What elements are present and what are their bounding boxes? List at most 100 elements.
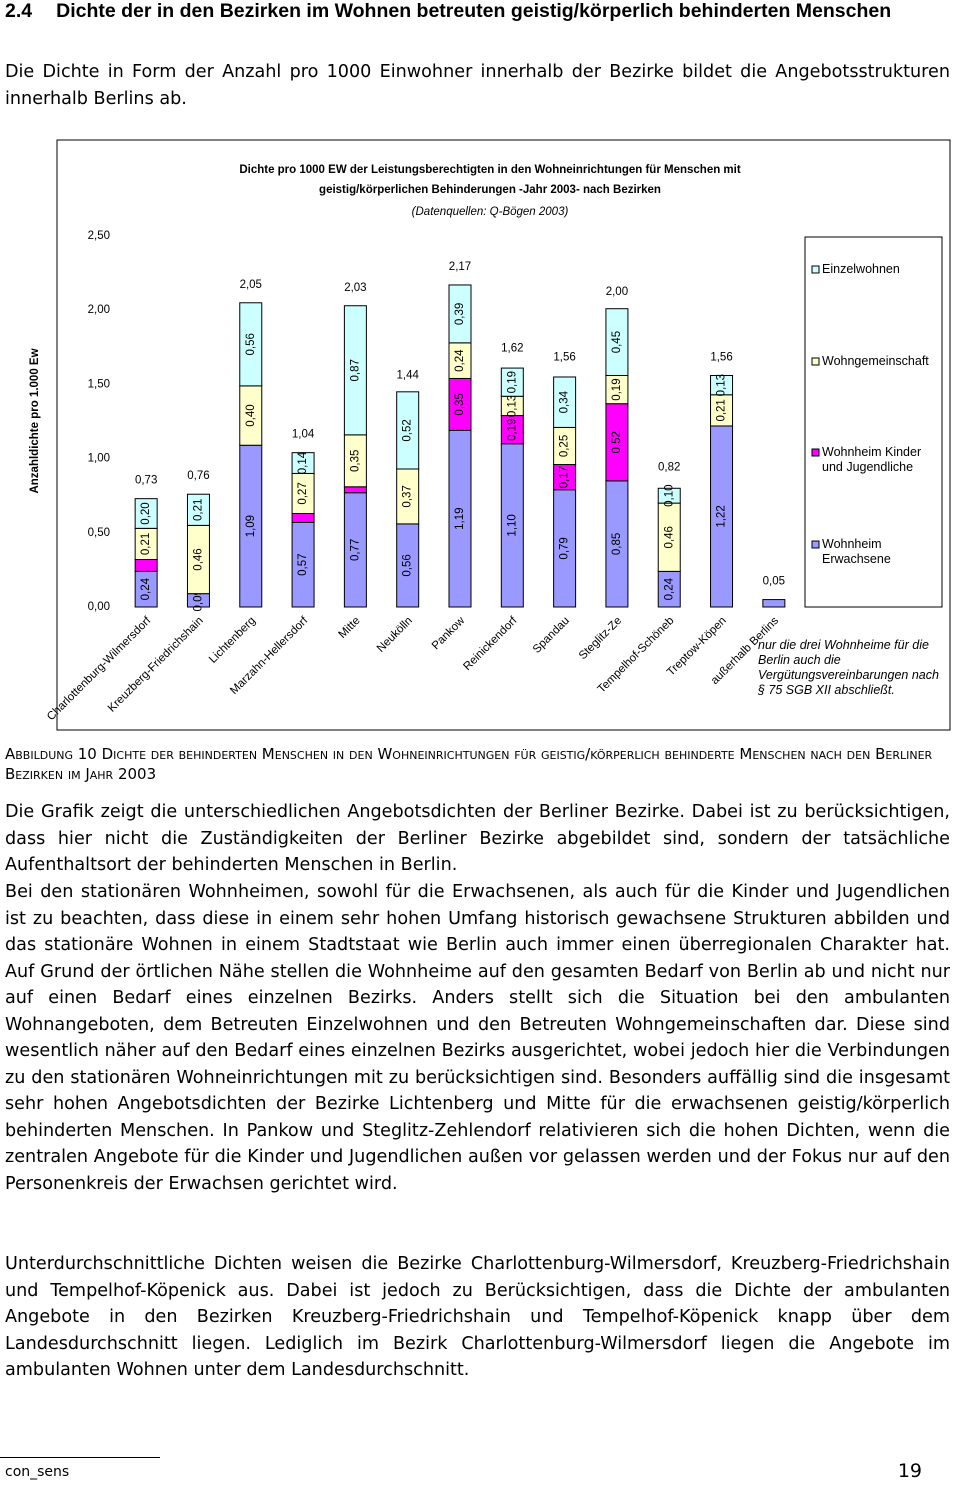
bar-segment (762, 599, 786, 608)
segment-label: 0,21 (192, 499, 204, 521)
bar-segment (553, 376, 577, 428)
y-tick-label: 0,50 (88, 527, 110, 539)
segment-label: 0,87 (349, 359, 361, 381)
chart-title: Dichte pro 1000 EW der Leistungsberechti… (239, 164, 741, 176)
y-tick-label: 1,50 (88, 378, 110, 390)
segment-label: 0,85 (611, 533, 623, 555)
segment-label: 0,13 (716, 374, 728, 396)
bar-segment (134, 498, 158, 529)
chart-note-box: nur die drei Wohnheime für die Berlin au… (758, 638, 939, 697)
legend-label: Wohngemeinschaft (822, 354, 929, 368)
legend-swatch (811, 448, 820, 457)
total-label: 1,56 (710, 352, 732, 364)
page-number: 19 (897, 1460, 922, 1482)
segment-label: 0,52 (611, 431, 623, 453)
total-label: 2,17 (449, 261, 471, 273)
legend-label: Wohnheim Kinder und Jugendliche (822, 445, 922, 474)
total-label: 2,00 (606, 286, 628, 298)
total-label: 2,05 (240, 279, 262, 291)
segment-label: 0,35 (349, 450, 361, 472)
segment-label: 0,19 (506, 371, 518, 393)
total-label: 1,44 (396, 369, 419, 381)
segment-label: 0,57 (297, 554, 309, 576)
bar-segment (134, 559, 158, 572)
bar-segment (500, 367, 524, 397)
segment-label: 0,21 (716, 399, 728, 421)
segment-label: 0,24 (140, 577, 152, 600)
segment-label: 1,22 (716, 505, 728, 527)
total-label: 1,56 (553, 352, 575, 364)
chart-title: (Datenquellen: Q-Bögen 2003) (412, 206, 569, 218)
y-tick-label: 1,00 (88, 453, 110, 465)
figure-caption: Abbildung 10 Dichte der behinderten Mens… (5, 745, 933, 783)
segment-label: 0,10 (663, 485, 675, 507)
segment-label: 0,77 (349, 539, 361, 561)
y-tick-label: 2,00 (88, 304, 110, 316)
bar-segment (239, 302, 263, 387)
segment-label: 0,56 (402, 554, 414, 576)
segment-label: 1,09 (245, 515, 257, 537)
chart-title: geistig/körperlichen Behinderungen -Jahr… (319, 184, 661, 196)
legend-label-box: Wohnheim Kinder und Jugendliche (822, 445, 922, 474)
bar-segment (343, 486, 367, 494)
segment-label: 1,10 (506, 514, 518, 536)
segment-label: 0,39 (454, 303, 466, 325)
segment-label: 0,25 (559, 435, 571, 457)
bar-segment (605, 308, 629, 376)
segment-label: 0,37 (402, 485, 414, 507)
footer-left: con_sens (5, 1464, 70, 1480)
total-label: 1,62 (501, 343, 523, 355)
segment-label: 0,56 (245, 333, 257, 355)
y-tick-label: 0,00 (88, 601, 110, 613)
legend-label-box: Einzelwohnen (822, 262, 900, 276)
paragraph: Bei den stationären Wohnheimen, sowohl f… (5, 882, 950, 1194)
heading-number: 2.4 (5, 0, 33, 22)
bar-segment (710, 374, 734, 396)
total-label: 0,73 (135, 475, 157, 487)
segment-label: 0,45 (611, 331, 623, 353)
legend-label-box: Wohngemeinschaft (822, 354, 929, 368)
y-axis-label: Anzahldichte pro 1.000 Ew (29, 348, 41, 493)
segment-label: 0,40 (245, 404, 257, 426)
segment-label: 0,35 (454, 393, 466, 415)
y-tick-label: 2,50 (88, 230, 110, 242)
total-label: 2,03 (344, 282, 366, 294)
segment-label: 0,27 (297, 482, 309, 504)
segment-label: 0,17 (559, 466, 571, 488)
heading: 2.4 Dichte der in den Bezirken im Wohnen … (5, 0, 891, 23)
segment-label: 0,19 (611, 378, 623, 400)
legend-swatch (811, 357, 820, 366)
total-label: 1,04 (292, 429, 315, 441)
intro: Die Dichte in Form der Anzahl pro 1000 E… (5, 62, 950, 109)
segment-label: 0,24 (454, 349, 466, 372)
bar-segment (291, 452, 315, 474)
chart-note: nur die drei Wohnheime für die Berlin au… (758, 638, 939, 697)
segment-label: 0,21 (140, 533, 152, 555)
legend-label: Wohnheim Erwachsene (822, 537, 891, 566)
legend-swatch (811, 540, 820, 549)
bar-segment (448, 284, 472, 344)
segment-label: 0,14 (297, 451, 309, 474)
bar-segment (343, 305, 367, 436)
segment-label: 0,52 (402, 419, 414, 441)
segment-label: 0,46 (663, 526, 675, 548)
segment-label: 0,09 (192, 589, 204, 611)
total-label: 0,05 (763, 576, 785, 588)
paragraph: Unterdurchschnittliche Dichten weisen di… (5, 1254, 950, 1380)
chart: Dichte pro 1000 EW der Leistungsberechti… (29, 139, 951, 731)
paragraph: Die Grafik zeigt die unterschiedlichen A… (5, 802, 950, 875)
segment-label: 0,19 (506, 418, 518, 440)
legend-swatch (811, 265, 820, 274)
segment-label: 0,46 (192, 548, 204, 570)
bar-segment (396, 391, 420, 470)
footer-rule (0, 1457, 160, 1458)
bar-segment (186, 493, 210, 526)
bar-segment (657, 487, 681, 504)
heading-text: Dichte der in den Bezirken im Wohnen bet… (56, 0, 892, 22)
legend-label-box: Wohnheim Erwachsene (822, 537, 891, 566)
total-label: 0,82 (658, 461, 680, 473)
total-label: 0,76 (187, 470, 209, 482)
segment-label: 0,34 (559, 390, 571, 413)
segment-label: 0,13 (506, 395, 518, 417)
